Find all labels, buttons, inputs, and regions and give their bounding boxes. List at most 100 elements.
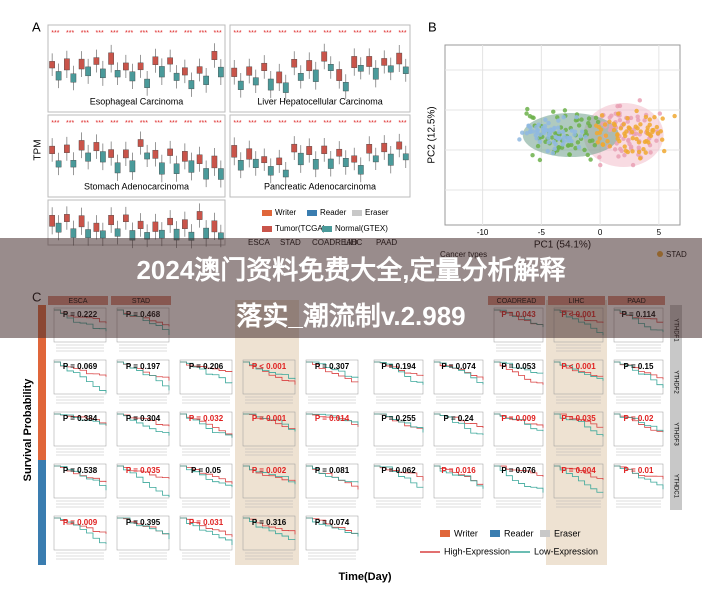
p-value: P = 0.004 (561, 466, 596, 475)
box (203, 168, 209, 180)
x-tick-label: -10 (477, 228, 489, 237)
p-value: P = 0.016 (441, 466, 476, 475)
km-curve (614, 413, 664, 432)
km-curve (180, 413, 233, 438)
km-curve (494, 361, 544, 385)
p-value: P = 0.197 (126, 362, 161, 371)
km-frame (179, 463, 233, 499)
point (546, 135, 551, 140)
point (561, 136, 566, 141)
subplot-frame (229, 114, 411, 198)
p-value: P = 0.032 (189, 414, 224, 423)
box (297, 152, 304, 166)
point (567, 152, 572, 157)
p-value: P = 0.206 (189, 362, 224, 371)
legend-swatch (540, 530, 550, 537)
box (182, 219, 188, 229)
significance: *** (278, 30, 286, 37)
box (211, 51, 218, 60)
legend-swatch (352, 210, 362, 216)
box (64, 58, 70, 71)
box (231, 145, 238, 158)
point (641, 147, 646, 152)
box (218, 66, 224, 78)
point (565, 143, 571, 148)
point (534, 136, 539, 141)
km-plot (305, 463, 359, 508)
point (553, 134, 558, 140)
box (123, 149, 129, 159)
point (528, 125, 533, 130)
km-curve (494, 465, 544, 493)
box (276, 71, 283, 84)
km-frame (179, 515, 233, 551)
point (553, 142, 558, 147)
point (586, 120, 591, 126)
km-plot (179, 515, 233, 560)
point (623, 148, 629, 154)
x-tick-label: 0 (598, 228, 603, 237)
point (560, 129, 566, 135)
p-value: P = 0.035 (126, 466, 161, 475)
significance: *** (338, 120, 346, 127)
km-curve (243, 517, 296, 535)
significance: *** (199, 30, 207, 37)
point (595, 119, 601, 125)
km-plot (433, 463, 484, 508)
p-value: P = 0.304 (126, 414, 161, 423)
legend-swatch (307, 210, 317, 216)
point (618, 126, 624, 131)
point (586, 116, 592, 121)
km-plot (613, 359, 664, 404)
box (167, 57, 173, 65)
box (137, 139, 144, 147)
point (543, 117, 548, 122)
point (535, 143, 541, 149)
legend-label: Reader (504, 528, 534, 538)
point (579, 117, 584, 122)
point (597, 136, 602, 141)
box (182, 151, 188, 162)
point (569, 142, 574, 148)
box (267, 78, 274, 91)
point (543, 139, 548, 144)
km-curve (243, 517, 296, 541)
significance: *** (155, 30, 163, 37)
row-label: YTHDF2 (672, 370, 678, 394)
point (646, 132, 652, 137)
point (630, 149, 635, 154)
box (78, 58, 85, 70)
km-frame (53, 359, 107, 395)
box (188, 160, 195, 173)
point (583, 134, 588, 140)
point (525, 106, 530, 112)
km-frame (493, 411, 544, 447)
box (152, 56, 159, 65)
point (647, 117, 652, 122)
point (546, 140, 551, 145)
point (524, 111, 529, 116)
p-value: P = 0.255 (381, 414, 416, 423)
point (592, 143, 597, 148)
x-tick-label: 5 (657, 228, 662, 237)
banner (0, 238, 702, 338)
point (536, 122, 541, 127)
p-value: P = 0.053 (501, 362, 536, 371)
km-plot (242, 411, 296, 456)
point (538, 132, 543, 137)
km-curve (494, 465, 544, 477)
box (396, 52, 403, 65)
point (566, 135, 571, 141)
point (600, 142, 606, 148)
box (144, 78, 150, 88)
box (188, 80, 195, 90)
p-value: P = 0.062 (381, 466, 416, 475)
significance: *** (184, 120, 192, 127)
box (173, 163, 180, 174)
box (49, 61, 55, 69)
legend-label: Writer (454, 528, 478, 538)
point (642, 139, 648, 145)
legend-label: Eraser (365, 208, 389, 217)
p-value: P = 0.014 (315, 414, 350, 423)
significance: *** (278, 120, 286, 127)
